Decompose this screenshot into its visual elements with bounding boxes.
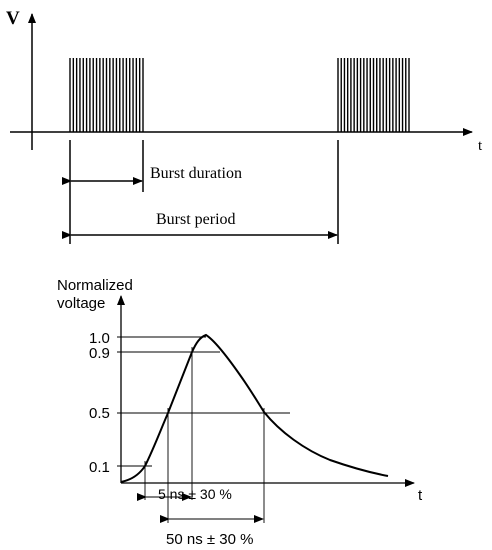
- burst-train-panel: V t Burst duration Burst period: [6, 8, 483, 244]
- tick-label-1-0: 1.0: [89, 330, 110, 347]
- tick-label-0-5: 0.5: [89, 405, 110, 422]
- pulse-time-axis-label: t: [418, 487, 423, 504]
- y-axis-label-line2: voltage: [57, 295, 105, 312]
- burst-period-label: Burst period: [156, 211, 236, 228]
- v-axis-label: V: [6, 8, 20, 29]
- tick-label-0-9: 0.9: [89, 345, 110, 362]
- burst-2: [337, 58, 410, 132]
- pulse-curve: [120, 333, 389, 483]
- pulse-width-label: 50 ns ± 30 %: [166, 531, 253, 548]
- rise-time-label: 5 ns ± 30 %: [158, 486, 232, 502]
- burst-duration-label: Burst duration: [150, 165, 242, 182]
- pulse-waveform-panel: Normalized voltage t 1.0 0.9 0.5 0.1 5 n…: [57, 277, 423, 548]
- tick-label-0-1: 0.1: [89, 459, 110, 476]
- time-axis-label: t: [478, 138, 483, 154]
- burst-1: [69, 58, 144, 132]
- y-axis-label-line1: Normalized: [57, 277, 133, 294]
